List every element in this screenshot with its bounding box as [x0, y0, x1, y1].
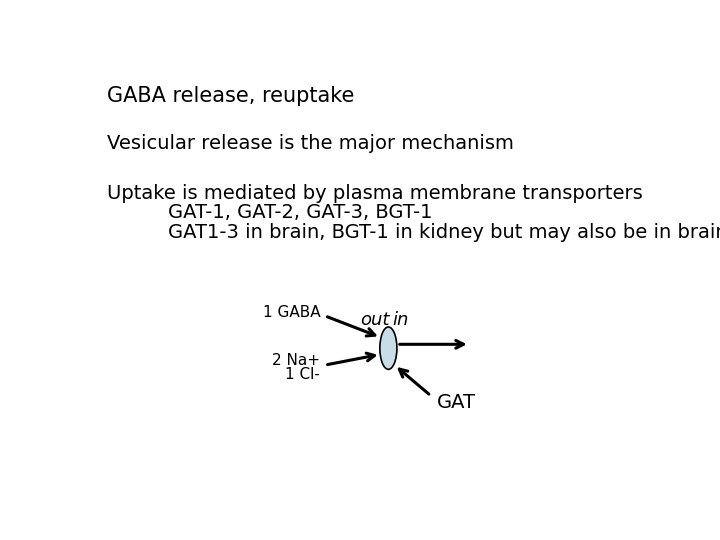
- Text: Vesicular release is the major mechanism: Vesicular release is the major mechanism: [107, 134, 514, 153]
- Text: GAT-1, GAT-2, GAT-3, BGT-1: GAT-1, GAT-2, GAT-3, BGT-1: [168, 204, 432, 222]
- Text: Uptake is mediated by plasma membrane transporters: Uptake is mediated by plasma membrane tr…: [107, 184, 643, 203]
- Text: in: in: [392, 311, 409, 329]
- Text: 2 Na+: 2 Na+: [272, 353, 320, 368]
- Text: GAT: GAT: [436, 393, 475, 411]
- Text: out: out: [360, 311, 389, 329]
- Text: 1 GABA: 1 GABA: [263, 305, 320, 320]
- Ellipse shape: [380, 327, 397, 369]
- Text: 1 Cl-: 1 Cl-: [285, 367, 320, 382]
- Text: GABA release, reuptake: GABA release, reuptake: [107, 86, 354, 106]
- Text: GAT1-3 in brain, BGT-1 in kidney but may also be in brain: GAT1-3 in brain, BGT-1 in kidney but may…: [168, 222, 720, 241]
